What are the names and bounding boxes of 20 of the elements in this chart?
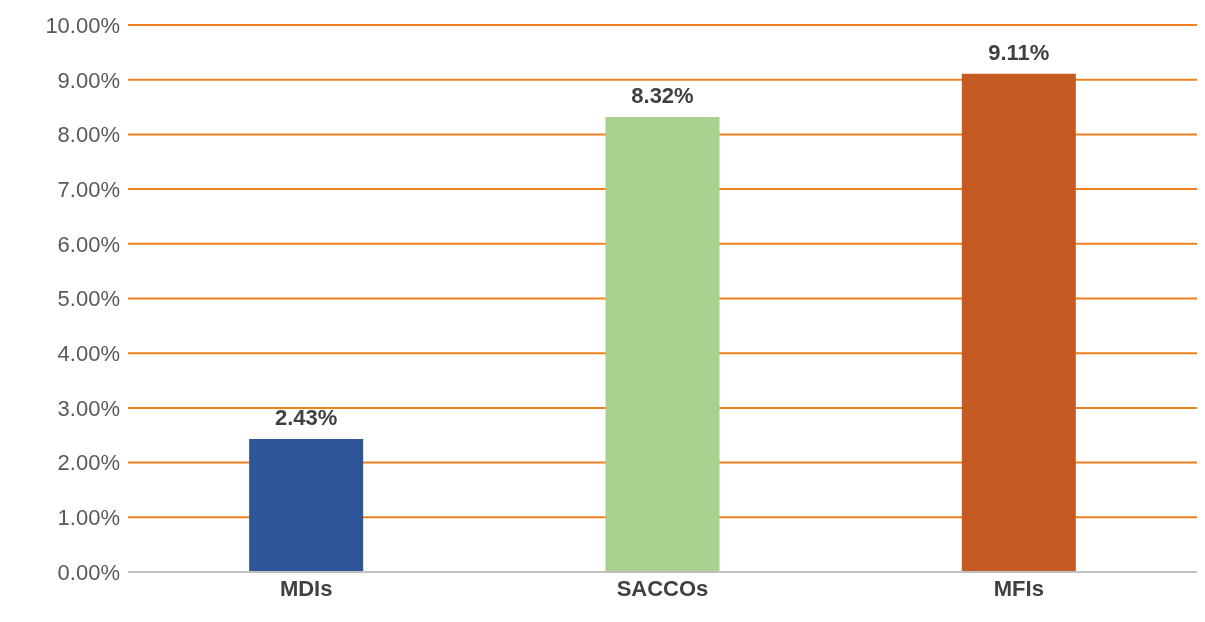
y-tick-label: 1.00% [57,505,120,531]
bar [249,439,364,572]
data-label: 2.43% [274,405,338,431]
y-tick-label: 10.00% [45,12,120,38]
data-label: 9.11% [988,39,1050,65]
y-tick-label: 9.00% [57,67,120,93]
y-tick-label: 3.00% [57,395,120,421]
bar [605,116,720,572]
y-tick-label: 6.00% [57,231,120,257]
x-tick-label: SACCOs [616,575,709,601]
y-tick-label: 7.00% [57,176,120,202]
y-tick-label: 5.00% [57,286,120,312]
data-label: 8.32% [631,82,694,108]
y-tick-label: 0.00% [57,559,120,585]
x-tick-label: MDIs [279,575,333,601]
x-tick-label: MFIs [993,575,1044,601]
bar [961,73,1076,572]
y-tick-label: 8.00% [57,122,120,148]
y-tick-label: 4.00% [57,341,120,367]
y-tick-label: 2.00% [57,450,120,476]
